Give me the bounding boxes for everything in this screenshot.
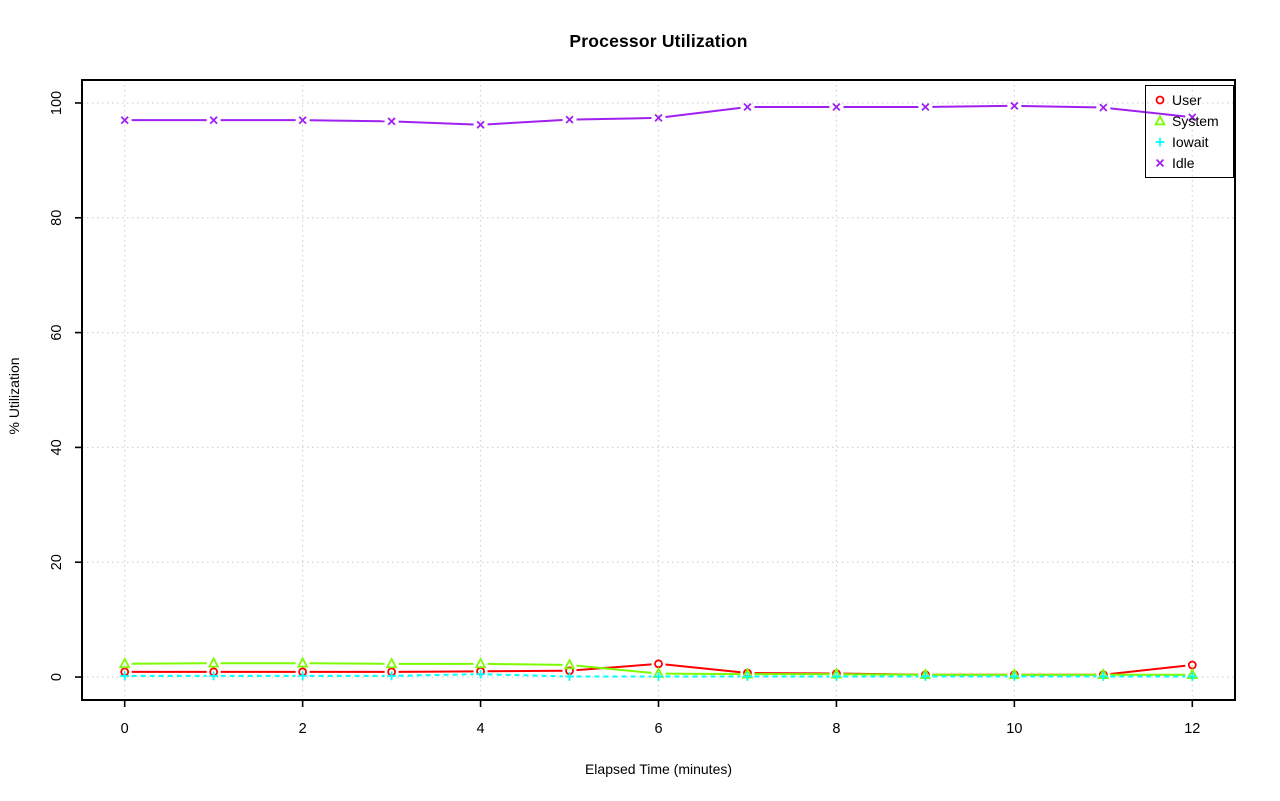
legend-label-idle: Idle xyxy=(1172,155,1195,172)
svg-text:60: 60 xyxy=(49,325,65,341)
svg-text:0: 0 xyxy=(49,673,65,681)
svg-text:4: 4 xyxy=(477,721,485,737)
svg-text:0: 0 xyxy=(121,721,129,737)
svg-text:40: 40 xyxy=(49,439,65,455)
chart-title: Processor Utilization xyxy=(569,31,748,51)
svg-text:10: 10 xyxy=(1006,721,1022,737)
legend-label-iowait: Iowait xyxy=(1172,134,1209,151)
legend-label-user: User xyxy=(1172,91,1202,108)
legend-item-idle: Idle xyxy=(1153,154,1233,172)
system-triangle-marker-icon xyxy=(1153,114,1167,128)
svg-text:100: 100 xyxy=(49,91,65,115)
legend-item-system: System xyxy=(1153,112,1233,130)
iowait-plus-marker-icon xyxy=(1153,135,1167,149)
legend-item-iowait: Iowait xyxy=(1153,133,1233,151)
svg-text:8: 8 xyxy=(832,721,840,737)
legend-item-user: User xyxy=(1153,91,1233,109)
svg-text:2: 2 xyxy=(299,721,307,737)
svg-text:20: 20 xyxy=(49,554,65,570)
x-axis-title: Elapsed Time (minutes) xyxy=(584,761,733,777)
svg-text:12: 12 xyxy=(1184,721,1200,737)
user-circle-marker-icon xyxy=(1153,93,1167,107)
legend-label-system: System xyxy=(1172,112,1219,129)
svg-text:80: 80 xyxy=(49,210,65,226)
svg-text:6: 6 xyxy=(654,721,662,737)
y-axis-title-text: % Utilization xyxy=(6,357,22,435)
legend: User System Iowait Idle xyxy=(1145,85,1234,178)
idle-x-marker-icon xyxy=(1153,156,1167,170)
